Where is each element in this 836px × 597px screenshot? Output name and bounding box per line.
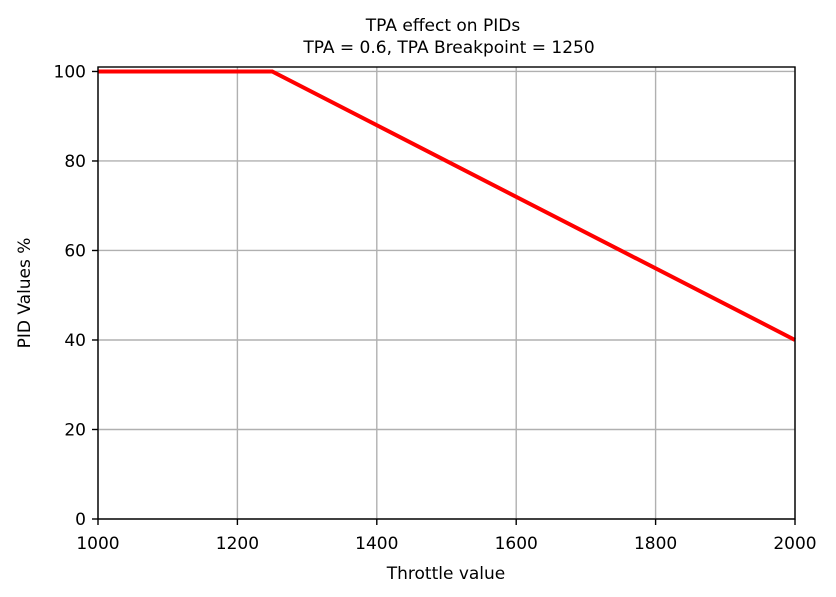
y-tick-label: 80 bbox=[64, 152, 86, 172]
chart-title: TPA effect on PIDs bbox=[365, 16, 521, 36]
y-axis-label: PID Values % bbox=[15, 238, 35, 349]
x-axis-label: Throttle value bbox=[386, 564, 506, 584]
y-tick-label: 20 bbox=[64, 420, 86, 440]
x-tick-label: 1200 bbox=[216, 534, 259, 554]
y-tick-label: 60 bbox=[64, 241, 86, 261]
tick-layer: 1000 1200 1400 1600 1800 2000 0 20 40 60 80 100 bbox=[54, 62, 817, 554]
y-tick-label: 0 bbox=[75, 510, 86, 530]
series-line-0 bbox=[98, 69, 796, 342]
x-tick-label: 1800 bbox=[634, 534, 677, 554]
plot-frame bbox=[97, 66, 796, 520]
grid bbox=[97, 67, 796, 520]
chart-subtitle: TPA = 0.6, TPA Breakpoint = 1250 bbox=[302, 38, 594, 58]
series-layer bbox=[98, 69, 796, 342]
x-tick-label: 1600 bbox=[495, 534, 538, 554]
x-tick-label: 2000 bbox=[773, 534, 816, 554]
y-tick-label: 40 bbox=[64, 331, 86, 351]
y-tick-label: 100 bbox=[54, 62, 86, 82]
x-tick-label: 1000 bbox=[76, 534, 119, 554]
x-tick-label: 1400 bbox=[355, 534, 398, 554]
